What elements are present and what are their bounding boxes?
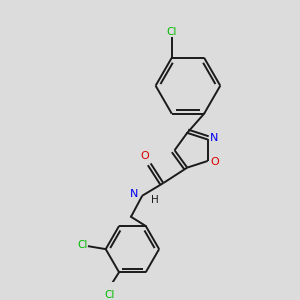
Text: N: N [210, 133, 218, 143]
Text: O: O [141, 151, 149, 161]
Text: O: O [210, 158, 219, 167]
Text: Cl: Cl [167, 27, 177, 37]
Text: Cl: Cl [104, 290, 114, 300]
Text: H: H [151, 195, 158, 205]
Text: Cl: Cl [77, 241, 87, 250]
Text: N: N [130, 189, 138, 199]
